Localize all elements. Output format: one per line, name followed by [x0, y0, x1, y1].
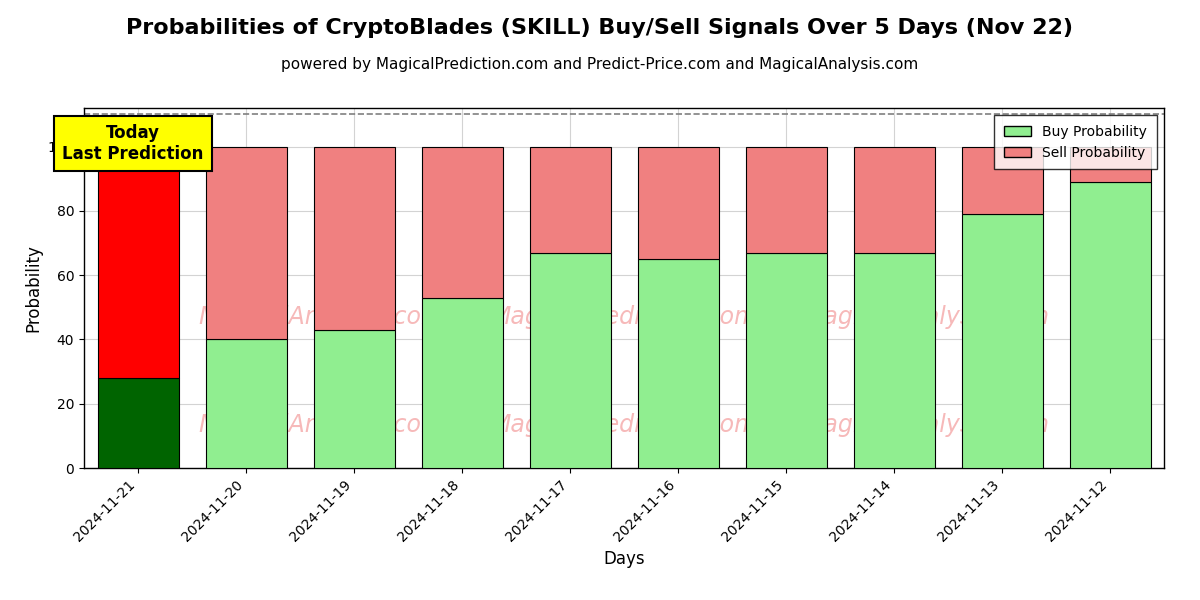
- Text: MagicalAnalysis.com: MagicalAnalysis.com: [804, 305, 1050, 329]
- Text: powered by MagicalPrediction.com and Predict-Price.com and MagicalAnalysis.com: powered by MagicalPrediction.com and Pre…: [281, 57, 919, 72]
- Bar: [313, 146, 395, 330]
- Bar: [1069, 146, 1151, 182]
- Text: MagicalPrediction.com: MagicalPrediction.com: [491, 305, 757, 329]
- X-axis label: Days: Days: [604, 550, 644, 568]
- Bar: [637, 259, 719, 468]
- Bar: [205, 146, 287, 340]
- Bar: [97, 146, 179, 378]
- Bar: [421, 146, 503, 298]
- Text: MagicalAnalysis.com: MagicalAnalysis.com: [199, 413, 445, 437]
- Bar: [421, 298, 503, 468]
- Legend: Buy Probability, Sell Probability: Buy Probability, Sell Probability: [994, 115, 1157, 169]
- Bar: [745, 253, 827, 468]
- Y-axis label: Probability: Probability: [24, 244, 42, 332]
- Bar: [853, 253, 935, 468]
- Bar: [961, 146, 1043, 214]
- Text: Probabilities of CryptoBlades (SKILL) Buy/Sell Signals Over 5 Days (Nov 22): Probabilities of CryptoBlades (SKILL) Bu…: [126, 18, 1074, 38]
- Bar: [853, 146, 935, 253]
- Text: Today
Last Prediction: Today Last Prediction: [62, 124, 203, 163]
- Bar: [313, 330, 395, 468]
- Text: MagicalAnalysis.com: MagicalAnalysis.com: [199, 305, 445, 329]
- Text: MagicalAnalysis.com: MagicalAnalysis.com: [804, 413, 1050, 437]
- Bar: [529, 146, 611, 253]
- Bar: [637, 146, 719, 259]
- Bar: [961, 214, 1043, 468]
- Text: MagicalPrediction.com: MagicalPrediction.com: [491, 413, 757, 437]
- Bar: [97, 378, 179, 468]
- Bar: [1069, 182, 1151, 468]
- Bar: [205, 340, 287, 468]
- Bar: [529, 253, 611, 468]
- Bar: [745, 146, 827, 253]
